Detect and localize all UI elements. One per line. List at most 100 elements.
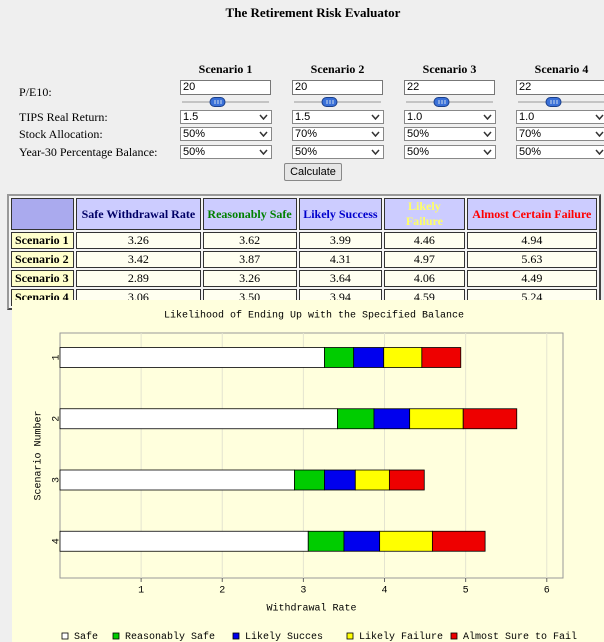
- chart: Likelihood of Ending Up with the Specifi…: [12, 300, 604, 642]
- page-title: The Retirement Risk Evaluator: [225, 5, 401, 20]
- y-tick-label: 2: [52, 416, 63, 422]
- x-tick-label: 3: [300, 586, 306, 597]
- select[interactable]: 70%: [516, 127, 604, 141]
- select[interactable]: 50%: [404, 127, 496, 141]
- value-cell: 4.94: [466, 232, 597, 249]
- table-row: Scenario 2 3.42 3.87 4.31 4.97 5.63: [11, 251, 597, 268]
- select[interactable]: 50%: [516, 145, 604, 159]
- column-header: Almost Certain Failure: [466, 198, 597, 230]
- bar-segment: [462, 408, 518, 430]
- bar-segment: [294, 469, 325, 491]
- row-label: TIPS Real Return:: [19, 110, 108, 124]
- text-input[interactable]: 20: [180, 80, 271, 95]
- bar-segment: [59, 408, 338, 430]
- value-cell: 4.31: [298, 251, 383, 268]
- x-tick-label: 1: [138, 586, 144, 597]
- y-axis-label: Scenario Number: [33, 410, 45, 500]
- x-tick-label: 6: [544, 586, 550, 597]
- select[interactable]: 1.0: [516, 110, 604, 124]
- bar-segment: [409, 408, 464, 430]
- text-input[interactable]: 20: [292, 80, 383, 95]
- header-row: Safe Withdrawal Rate Reasonably Safe Likel…: [11, 198, 597, 230]
- text-input[interactable]: 22: [404, 80, 495, 95]
- text-input[interactable]: 22: [516, 80, 604, 95]
- select[interactable]: 50%: [404, 145, 496, 159]
- legend-swatch: [346, 632, 354, 640]
- bar-segment: [337, 408, 375, 430]
- row-label: Stock Allocation:: [19, 127, 103, 141]
- value-cell: 2.89: [76, 270, 201, 287]
- bar-segment: [324, 469, 356, 491]
- row-label-cell: Scenario 2: [11, 251, 75, 268]
- value-cell: 3.42: [76, 251, 201, 268]
- value-cell: 3.26: [202, 270, 297, 287]
- bar-segment: [353, 347, 385, 368]
- legend-swatch: [232, 632, 240, 640]
- column-header: Likely Failure: [384, 198, 465, 230]
- legend-swatch: [450, 632, 458, 640]
- bar-segment: [431, 530, 486, 552]
- bar-segment: [421, 347, 462, 368]
- y-tick-label: 4: [52, 538, 63, 544]
- x-axis-label: Withdrawal Rate: [266, 603, 356, 615]
- table-row: Scenario 1 3.26 3.62 3.99 4.46 4.94: [11, 232, 597, 249]
- x-tick-label: 5: [463, 586, 469, 597]
- legend-label: Almost Sure to Fail: [463, 631, 577, 642]
- bar-segment: [307, 530, 345, 552]
- slider[interactable]: [180, 96, 271, 107]
- x-tick-label: 4: [382, 586, 388, 597]
- slider[interactable]: [516, 96, 604, 107]
- slider[interactable]: [404, 96, 495, 107]
- legend-swatch: [61, 632, 69, 640]
- value-cell: 5.63: [466, 251, 597, 268]
- select[interactable]: 50%: [180, 127, 272, 141]
- corner-cell: [11, 198, 75, 230]
- bar-segment: [388, 469, 425, 491]
- row-label-cell: Scenario 1: [11, 232, 75, 249]
- row-label: P/E10:: [19, 85, 52, 99]
- select[interactable]: 1.5: [292, 110, 384, 124]
- value-cell: 4.49: [466, 270, 597, 287]
- legend-label: Likely Succes: [245, 631, 323, 642]
- scenario-header: Scenario 4: [534, 62, 589, 76]
- plot-area: [59, 332, 564, 579]
- table-row: Scenario 3 2.89 3.26 3.64 4.06 4.49: [11, 270, 597, 287]
- y-tick-label: 1: [52, 354, 63, 360]
- value-cell: 4.46: [384, 232, 465, 249]
- column-header: Reasonably Safe: [202, 198, 297, 230]
- bar-segment: [373, 408, 411, 430]
- y-tick-label: 3: [52, 477, 63, 483]
- legend-label: Likely Failure: [359, 631, 443, 642]
- value-cell: 4.06: [384, 270, 465, 287]
- bar-segment: [379, 530, 433, 552]
- scenario-header: Scenario 3: [422, 62, 477, 76]
- value-cell: 3.64: [298, 270, 383, 287]
- legend-swatch: [112, 632, 120, 640]
- bar-segment: [324, 347, 355, 368]
- select[interactable]: 1.0: [404, 110, 496, 124]
- select[interactable]: 1.5: [180, 110, 272, 124]
- column-header: Safe Withdrawal Rate: [76, 198, 201, 230]
- scenario-header: Scenario 2: [310, 62, 365, 76]
- value-cell: 3.87: [202, 251, 297, 268]
- column-header: Likely Success: [298, 198, 383, 230]
- bar-segment: [383, 347, 423, 368]
- slider[interactable]: [292, 96, 383, 107]
- bar-segment: [59, 347, 325, 368]
- scenario-header: Scenario 1: [198, 62, 253, 76]
- select[interactable]: 50%: [180, 145, 272, 159]
- bar-segment: [354, 469, 390, 491]
- value-cell: 4.97: [384, 251, 465, 268]
- legend-label: Reasonably Safe: [125, 631, 215, 642]
- select[interactable]: 70%: [292, 127, 384, 141]
- value-cell: 3.99: [298, 232, 383, 249]
- row-label: Year-30 Percentage Balance:: [19, 145, 158, 159]
- results-table: Safe Withdrawal Rate Reasonably Safe Likel…: [7, 194, 601, 310]
- legend-label: Safe: [74, 631, 98, 642]
- x-tick-label: 2: [219, 586, 225, 597]
- bar-segment: [59, 469, 295, 491]
- calculate-button[interactable]: Calculate: [284, 163, 342, 181]
- select[interactable]: 50%: [292, 145, 384, 159]
- row-label-cell: Scenario 3: [11, 270, 75, 287]
